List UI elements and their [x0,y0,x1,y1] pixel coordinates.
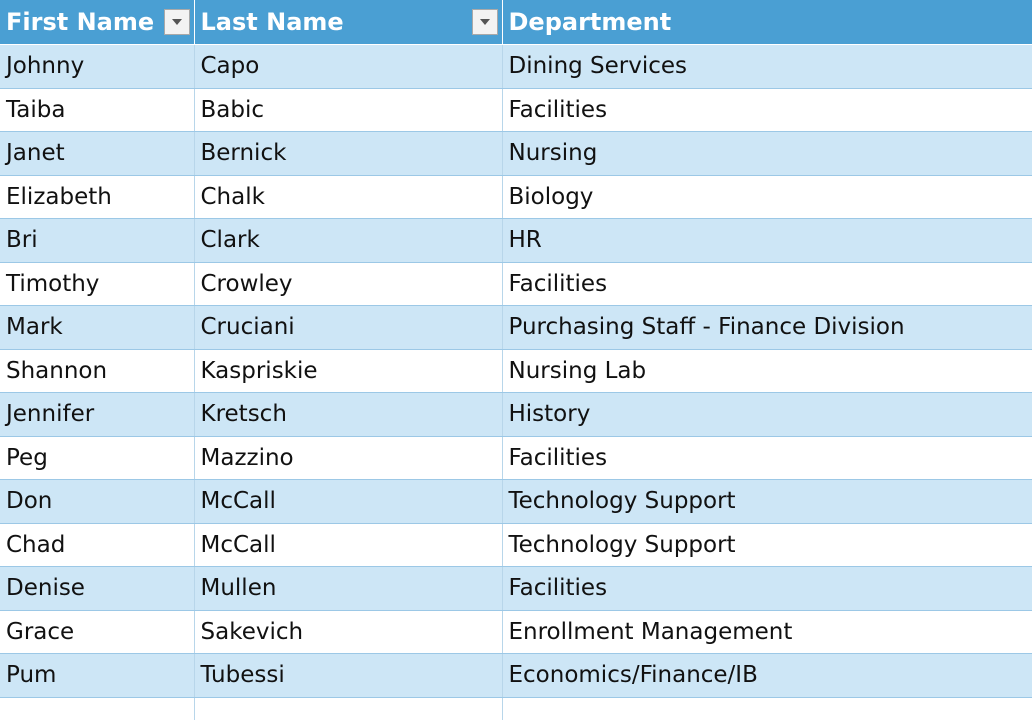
cell-department[interactable]: HR [502,218,1032,263]
table-row: Mark Cruciani Purchasing Staff - Finance D… [0,305,1032,350]
cell-first-name[interactable]: Bri [0,218,195,263]
cell-last-name[interactable]: Crowley [194,262,503,306]
cell-last-name[interactable]: McCall [194,479,503,524]
header-label: Department [508,8,672,36]
cell-department[interactable]: Economics/Finance/IB [502,653,1032,698]
cell-first-name[interactable]: Grace [0,610,195,654]
dropdown-arrow-icon [479,19,490,25]
cell-last-name[interactable]: Babic [194,88,503,132]
table-row: Peg Mazzino Facilities [0,436,1032,480]
header-label: First Name [6,8,155,36]
cell-first-name[interactable]: Mark [0,305,195,350]
table-row: Don McCall Technology Support [0,479,1032,524]
header-department[interactable]: Department [502,0,1032,45]
table-row: Elizabeth Chalk Biology [0,175,1032,219]
table-row: Grace Sakevich Enrollment Management [0,610,1032,654]
cell-last-name[interactable]: Chalk [194,175,503,219]
cell-department[interactable]: Enrollment Management [502,610,1032,654]
cell-first-name[interactable]: Janet [0,131,195,176]
cell-first-name[interactable]: Chad [0,523,195,567]
cell-last-name[interactable]: Mazzino [194,436,503,480]
table-row: Jennifer Kretsch History [0,392,1032,437]
cell-last-name[interactable]: Clark [194,218,503,263]
cell-first-name[interactable]: Timothy [0,262,195,306]
cell-last-name [194,697,503,720]
table-row: Janet Bernick Nursing [0,131,1032,176]
cell-department[interactable]: Facilities [502,88,1032,132]
header-last-name[interactable]: Last Name [194,0,503,45]
filter-dropdown-button[interactable] [163,9,190,35]
table-row: Chad McCall Technology Support [0,523,1032,567]
cell-department[interactable]: Technology Support [502,523,1032,567]
cell-first-name[interactable]: Jennifer [0,392,195,437]
cell-department[interactable]: History [502,392,1032,437]
cell-department[interactable]: Purchasing Staff - Finance Division [502,305,1032,350]
cell-last-name[interactable]: Cruciani [194,305,503,350]
cell-first-name[interactable]: Don [0,479,195,524]
cell-department[interactable]: Biology [502,175,1032,219]
table-row: Pum Tubessi Economics/Finance/IB [0,653,1032,698]
cell-first-name[interactable]: Denise [0,566,195,611]
cell-last-name[interactable]: Mullen [194,566,503,611]
table-body: Johnny Capo Dining Services Taiba Babic Facil… [0,44,1032,720]
cell-department[interactable]: Facilities [502,262,1032,306]
cell-last-name[interactable]: Kaspriskie [194,349,503,393]
cell-first-name[interactable]: Elizabeth [0,175,195,219]
cell-department[interactable]: Facilities [502,566,1032,611]
cell-first-name[interactable]: Pum [0,653,195,698]
table-row: Johnny Capo Dining Services [0,44,1032,89]
cell-last-name[interactable]: Sakevich [194,610,503,654]
cell-department[interactable]: Technology Support [502,479,1032,524]
cell-department[interactable]: Dining Services [502,44,1032,89]
cell-department[interactable]: Nursing Lab [502,349,1032,393]
cell-department[interactable]: Nursing [502,131,1032,176]
header-label: Last Name [200,8,344,36]
cell-first-name[interactable]: Peg [0,436,195,480]
header-row: First Name Last Name [0,0,1032,45]
table-row: Timothy Crowley Facilities [0,262,1032,306]
table-row: Taiba Babic Facilities [0,88,1032,132]
filter-dropdown-button[interactable] [471,9,498,35]
cell-first-name [0,697,195,720]
table-row: Bri Clark HR [0,218,1032,263]
cell-first-name[interactable]: Taiba [0,88,195,132]
cell-last-name[interactable]: McCall [194,523,503,567]
cell-last-name[interactable]: Capo [194,44,503,89]
table-row-partial [0,697,1032,720]
table-row: Shannon Kaspriskie Nursing Lab [0,349,1032,393]
table-row: Denise Mullen Facilities [0,566,1032,611]
cell-first-name[interactable]: Shannon [0,349,195,393]
cell-department [502,697,1032,720]
cell-last-name[interactable]: Kretsch [194,392,503,437]
dropdown-arrow-icon [171,19,182,25]
cell-first-name[interactable]: Johnny [0,44,195,89]
cell-last-name[interactable]: Bernick [194,131,503,176]
cell-department[interactable]: Facilities [502,436,1032,480]
header-first-name[interactable]: First Name [0,0,195,45]
cell-last-name[interactable]: Tubessi [194,653,503,698]
